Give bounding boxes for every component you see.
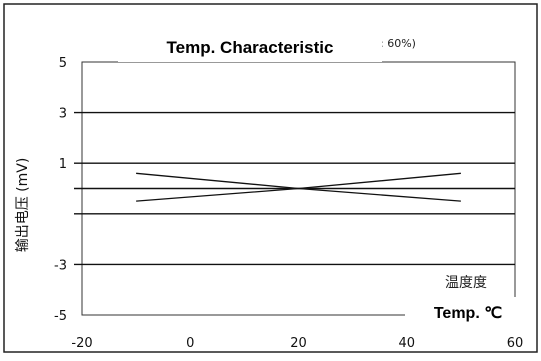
x-axis-ticks: -20 0 20 40 60: [71, 336, 523, 351]
y-tick-label: -5: [54, 309, 67, 324]
x-tick-label: 40: [398, 336, 415, 351]
y-tick-label: 3: [59, 107, 67, 122]
title-fragment: 1: 60%): [373, 37, 416, 50]
y-tick-label: 1: [59, 157, 67, 172]
x-tick-label: 60: [507, 336, 524, 351]
y-tick-label: -3: [54, 258, 67, 273]
x-tick-label: 0: [186, 336, 194, 351]
x-axis-label-box: [405, 297, 531, 325]
chart-title: Temp. Characteristic: [167, 38, 334, 57]
y-axis-label: 输出电压 (mV): [15, 158, 31, 253]
x-tick-label: 20: [290, 336, 307, 351]
title-box: [118, 30, 382, 62]
y-axis-ticks: 5 3 1 -3 -5: [54, 56, 67, 324]
x-tick-label: -20: [71, 336, 92, 351]
series-line-2: [136, 172, 461, 202]
x-axis-label: Temp. ℃: [434, 305, 502, 322]
x-axis-label-fragment: 温度度: [445, 275, 487, 291]
y-tick-label: 5: [59, 56, 67, 71]
series-layer: [136, 172, 461, 202]
